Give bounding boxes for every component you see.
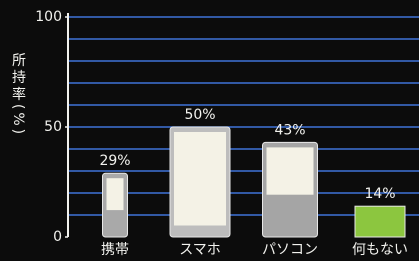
bar-screen (107, 178, 124, 210)
y-tick-label: 50 (44, 119, 62, 135)
x-tick-label: パソコン (262, 242, 318, 258)
chart: 所持率(%) 0 50 100 29% 携帯 50% スマホ 43% パソコン 14% 何もない (0, 0, 419, 261)
bar-screen (174, 132, 226, 226)
x-tick-label: 携帯 (101, 242, 129, 258)
page: {"chart_data": {"type": "bar", "y_axis_l… (0, 0, 419, 261)
x-tick-label: スマホ (179, 242, 221, 258)
y-tick-label: 100 (35, 9, 62, 25)
value-label: 50% (184, 107, 215, 123)
bar-screen (267, 147, 314, 194)
bar (355, 206, 405, 237)
value-label: 29% (99, 153, 130, 169)
value-label: 14% (364, 186, 395, 202)
x-tick-label: 何もない (352, 242, 408, 258)
y-tick-label: 0 (53, 229, 62, 245)
value-label: 43% (274, 122, 305, 138)
y-axis-label: 所持率(%) (10, 53, 26, 137)
